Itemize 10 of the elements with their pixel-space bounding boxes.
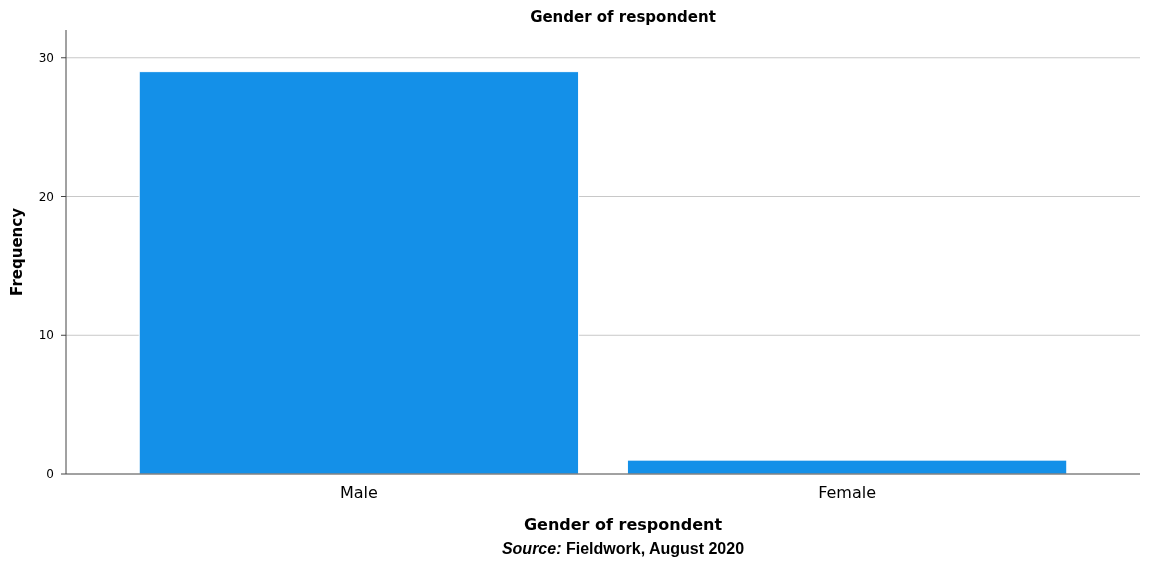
x-tick-label: Female [818,483,877,502]
y-tick-label: 30 [38,50,54,65]
source-note: Source: Fieldwork, August 2020 [501,540,745,557]
x-tick-label: Male [339,483,378,502]
x-axis-title: Gender of respondent [523,515,723,534]
y-axis-title: Frequency [8,207,26,296]
y-tick-label: 20 [38,189,54,204]
y-tick-label: 10 [38,328,54,343]
y-tick-label: 0 [46,467,54,482]
chart-title: Gender of respondent [530,8,716,26]
